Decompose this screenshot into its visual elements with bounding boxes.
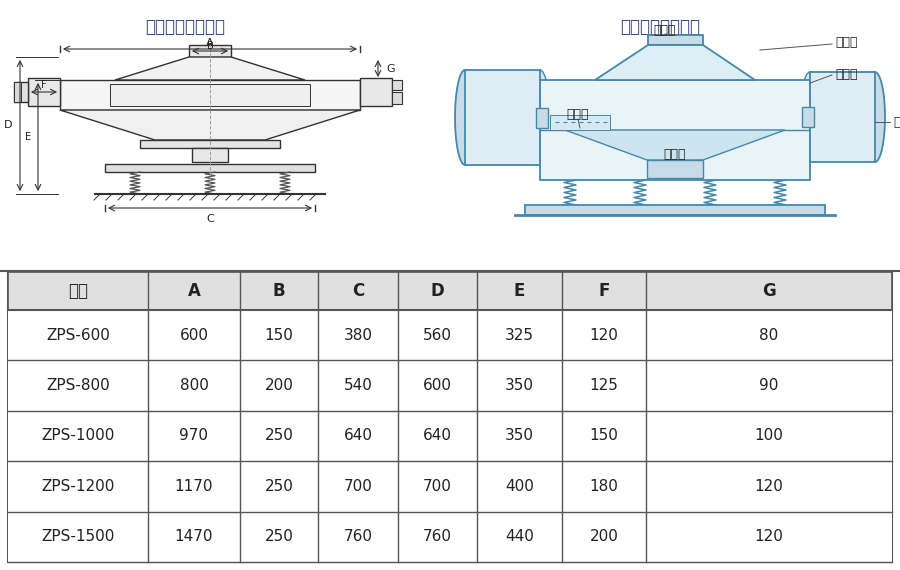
Ellipse shape bbox=[455, 70, 475, 165]
Bar bbox=[540, 80, 810, 180]
Bar bbox=[28, 78, 60, 106]
Text: D: D bbox=[430, 282, 445, 300]
Text: 560: 560 bbox=[423, 328, 452, 343]
Text: 1470: 1470 bbox=[175, 530, 213, 544]
Text: ZPS-1200: ZPS-1200 bbox=[41, 479, 114, 494]
Text: 380: 380 bbox=[344, 328, 373, 343]
Text: 250: 250 bbox=[265, 530, 293, 544]
Text: ZPS-600: ZPS-600 bbox=[46, 328, 110, 343]
Text: 250: 250 bbox=[265, 429, 293, 443]
Text: B: B bbox=[273, 282, 285, 300]
Bar bbox=[392, 92, 402, 104]
Bar bbox=[8, 512, 892, 562]
Bar bbox=[8, 272, 892, 310]
Bar bbox=[802, 107, 814, 127]
Text: 120: 120 bbox=[754, 479, 783, 494]
Polygon shape bbox=[115, 57, 305, 80]
Text: 出料口: 出料口 bbox=[664, 149, 686, 161]
Text: F: F bbox=[598, 282, 609, 300]
Bar bbox=[8, 411, 892, 461]
Text: 120: 120 bbox=[754, 530, 783, 544]
Bar bbox=[8, 360, 892, 411]
Bar bbox=[8, 310, 892, 360]
Bar bbox=[140, 140, 280, 148]
Text: C: C bbox=[352, 282, 365, 300]
Text: 760: 760 bbox=[423, 530, 452, 544]
Bar bbox=[550, 115, 610, 130]
Text: 100: 100 bbox=[754, 429, 783, 443]
Ellipse shape bbox=[530, 70, 550, 165]
Text: 150: 150 bbox=[265, 328, 293, 343]
Bar bbox=[192, 148, 228, 162]
Bar bbox=[105, 164, 315, 172]
Text: 防尘盖: 防尘盖 bbox=[835, 35, 858, 48]
Text: 640: 640 bbox=[344, 429, 373, 443]
Text: 970: 970 bbox=[179, 429, 209, 443]
Text: 800: 800 bbox=[180, 378, 209, 393]
Text: 200: 200 bbox=[590, 530, 618, 544]
Text: 760: 760 bbox=[344, 530, 373, 544]
Text: B: B bbox=[207, 41, 213, 51]
Text: 325: 325 bbox=[505, 328, 534, 343]
Bar bbox=[360, 78, 392, 106]
Text: A: A bbox=[206, 38, 214, 48]
Ellipse shape bbox=[800, 72, 820, 162]
Text: ZPS-1500: ZPS-1500 bbox=[41, 530, 114, 544]
Bar bbox=[110, 84, 310, 106]
Text: 进料口: 进料口 bbox=[653, 23, 676, 36]
Bar bbox=[189, 45, 231, 57]
Bar bbox=[8, 461, 892, 512]
Text: ZPS-800: ZPS-800 bbox=[46, 378, 110, 393]
Text: 排杂口: 排杂口 bbox=[567, 108, 590, 121]
Bar bbox=[525, 205, 825, 215]
Text: 电机: 电机 bbox=[893, 116, 900, 128]
Bar bbox=[8, 272, 892, 562]
Text: E: E bbox=[25, 132, 31, 142]
Text: E: E bbox=[514, 282, 526, 300]
Text: G: G bbox=[762, 282, 776, 300]
Text: 400: 400 bbox=[505, 479, 534, 494]
Text: 80: 80 bbox=[760, 328, 778, 343]
Text: 440: 440 bbox=[505, 530, 534, 544]
Polygon shape bbox=[595, 45, 755, 80]
Text: 直排筛外形尺寸图: 直排筛外形尺寸图 bbox=[145, 18, 225, 36]
Text: 700: 700 bbox=[344, 479, 373, 494]
Text: 180: 180 bbox=[590, 479, 618, 494]
Text: 350: 350 bbox=[505, 378, 534, 393]
Polygon shape bbox=[60, 110, 360, 140]
Text: 上框体: 上框体 bbox=[835, 68, 858, 82]
Text: 1170: 1170 bbox=[175, 479, 213, 494]
Bar bbox=[392, 80, 402, 90]
Bar bbox=[648, 35, 703, 45]
Text: 600: 600 bbox=[179, 328, 209, 343]
Bar bbox=[465, 70, 540, 165]
Text: 型号: 型号 bbox=[68, 282, 88, 300]
Text: 90: 90 bbox=[760, 378, 778, 393]
Bar bbox=[810, 72, 875, 162]
Text: 250: 250 bbox=[265, 479, 293, 494]
Bar bbox=[14, 82, 28, 102]
Polygon shape bbox=[565, 130, 785, 160]
Text: ZPS-1000: ZPS-1000 bbox=[41, 429, 114, 443]
Text: D: D bbox=[4, 120, 12, 131]
Text: 150: 150 bbox=[590, 429, 618, 443]
Text: 120: 120 bbox=[590, 328, 618, 343]
Text: 700: 700 bbox=[423, 479, 452, 494]
Text: 600: 600 bbox=[423, 378, 452, 393]
Text: 540: 540 bbox=[344, 378, 373, 393]
Bar bbox=[647, 160, 703, 178]
Text: 直排筛外形结构图: 直排筛外形结构图 bbox=[620, 18, 700, 36]
Text: F: F bbox=[41, 80, 47, 90]
Ellipse shape bbox=[865, 72, 885, 162]
Text: G: G bbox=[386, 63, 394, 74]
Bar bbox=[60, 80, 360, 110]
Text: 350: 350 bbox=[505, 429, 534, 443]
Bar bbox=[14, 82, 21, 102]
Text: 125: 125 bbox=[590, 378, 618, 393]
Bar bbox=[536, 108, 548, 128]
Text: C: C bbox=[206, 214, 214, 224]
Text: A: A bbox=[187, 282, 201, 300]
Text: 640: 640 bbox=[423, 429, 452, 443]
Text: 200: 200 bbox=[265, 378, 293, 393]
